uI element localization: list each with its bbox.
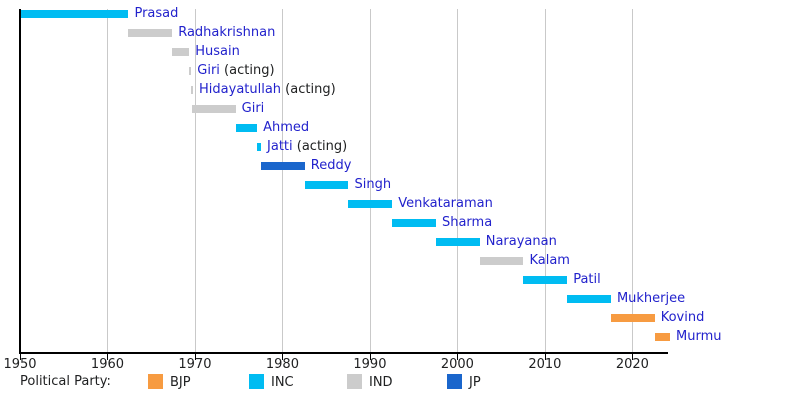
axis-tick — [107, 354, 109, 360]
decade-gridline — [194, 9, 196, 352]
decade-gridline — [107, 9, 109, 352]
axis-tick-label: 1970 — [178, 357, 212, 372]
president-label: Ahmed — [263, 120, 309, 135]
axis-tick-label: 1960 — [90, 357, 125, 372]
president-name: Mukherjee — [616, 291, 686, 306]
legend-label-ind: IND — [369, 375, 393, 390]
axis-tick — [20, 354, 21, 360]
term-bar-patil — [523, 275, 568, 284]
president-label: Jatti (acting) — [267, 139, 347, 154]
term-bar-ahmed — [235, 123, 258, 132]
president-name: Prasad — [134, 6, 179, 21]
decade-gridline — [457, 9, 459, 352]
president-name: Giri — [197, 63, 220, 78]
legend-swatch-inc — [249, 374, 264, 389]
acting-suffix: (acting) — [292, 139, 348, 154]
term-bar-hidayatullah — [191, 85, 194, 94]
term-bar-narayanan — [435, 237, 480, 246]
president-label: Singh — [354, 177, 391, 192]
axis-tick-label: 1950 — [3, 357, 37, 372]
axis-tick-label: 2020 — [615, 357, 649, 372]
president-name: Reddy — [310, 158, 352, 173]
term-bar-husain — [172, 47, 190, 56]
president-name: Ahmed — [263, 120, 310, 135]
president-label: Reddy — [311, 158, 352, 173]
president-name: Jatti — [267, 139, 293, 154]
legend-swatch-jp — [447, 374, 462, 389]
axis-tick — [457, 354, 459, 360]
legend-label-jp: JP — [469, 375, 481, 390]
president-label: Prasad — [134, 6, 178, 21]
term-bar-murmu — [654, 332, 670, 341]
axis-tick-label: 1980 — [265, 357, 299, 372]
term-bar-venkataraman — [348, 199, 393, 208]
president-label: Husain — [195, 44, 240, 59]
president-name: Patil — [573, 272, 601, 287]
y-axis-spine — [19, 9, 21, 354]
president-label: Radhakrishnan — [178, 25, 275, 40]
president-label: Patil — [573, 272, 601, 287]
axis-tick — [632, 354, 634, 360]
decade-gridline — [544, 9, 546, 352]
axis-tick — [544, 354, 546, 360]
axis-tick-label: 2010 — [528, 357, 562, 372]
president-name: Kovind — [660, 310, 705, 325]
term-bar-radhakrishnan — [128, 28, 173, 37]
term-bar-singh — [304, 180, 349, 189]
president-label: Kalam — [529, 253, 570, 268]
president-label: Hidayatullah (acting) — [199, 82, 336, 97]
x-axis-line — [19, 352, 668, 354]
term-bar-giri — [191, 104, 236, 113]
president-name: Venkataraman — [398, 196, 493, 211]
president-name: Sharma — [441, 215, 493, 230]
president-label: Narayanan — [486, 234, 557, 249]
president-label: Murmu — [676, 329, 721, 344]
decade-gridline — [369, 9, 371, 352]
term-bar-kalam — [479, 256, 524, 265]
president-name: Murmu — [676, 329, 722, 344]
term-bar-prasad — [20, 9, 129, 18]
president-name: Husain — [195, 44, 240, 59]
legend-title: Political Party: — [20, 374, 111, 389]
axis-tick — [194, 354, 196, 360]
president-name: Kalam — [529, 253, 570, 268]
president-label: Kovind — [661, 310, 705, 325]
legend-swatch-ind — [347, 374, 362, 389]
term-bar-reddy — [261, 161, 305, 170]
axis-tick — [369, 354, 371, 360]
term-bar-giri — [189, 66, 192, 75]
president-name: Hidayatullah — [199, 82, 282, 97]
president-label: Giri (acting) — [197, 63, 274, 78]
decade-gridline — [632, 9, 634, 352]
legend: Political Party: BJP INC IND JP — [0, 370, 800, 394]
legend-label-inc: INC — [271, 375, 294, 390]
president-name: Giri — [241, 101, 265, 116]
term-bar-mukherjee — [567, 294, 611, 303]
president-label: Venkataraman — [398, 196, 493, 211]
axis-tick-label: 2000 — [440, 357, 474, 372]
acting-suffix: (acting) — [219, 63, 275, 78]
legend-label-bjp: BJP — [170, 375, 191, 390]
president-name: Narayanan — [485, 234, 557, 249]
president-name: Singh — [354, 177, 392, 192]
decade-gridline — [282, 9, 284, 352]
term-bar-jatti — [257, 142, 261, 151]
term-bar-sharma — [392, 218, 436, 227]
president-name: Radhakrishnan — [178, 25, 276, 40]
term-bar-kovind — [610, 313, 655, 322]
axis-tick — [282, 354, 284, 360]
acting-suffix: (acting) — [281, 82, 336, 97]
president-label: Giri — [242, 101, 265, 116]
president-label: Sharma — [442, 215, 492, 230]
legend-swatch-bjp — [148, 374, 163, 389]
axis-tick-label: 1990 — [353, 357, 387, 372]
president-label: Mukherjee — [617, 291, 685, 306]
